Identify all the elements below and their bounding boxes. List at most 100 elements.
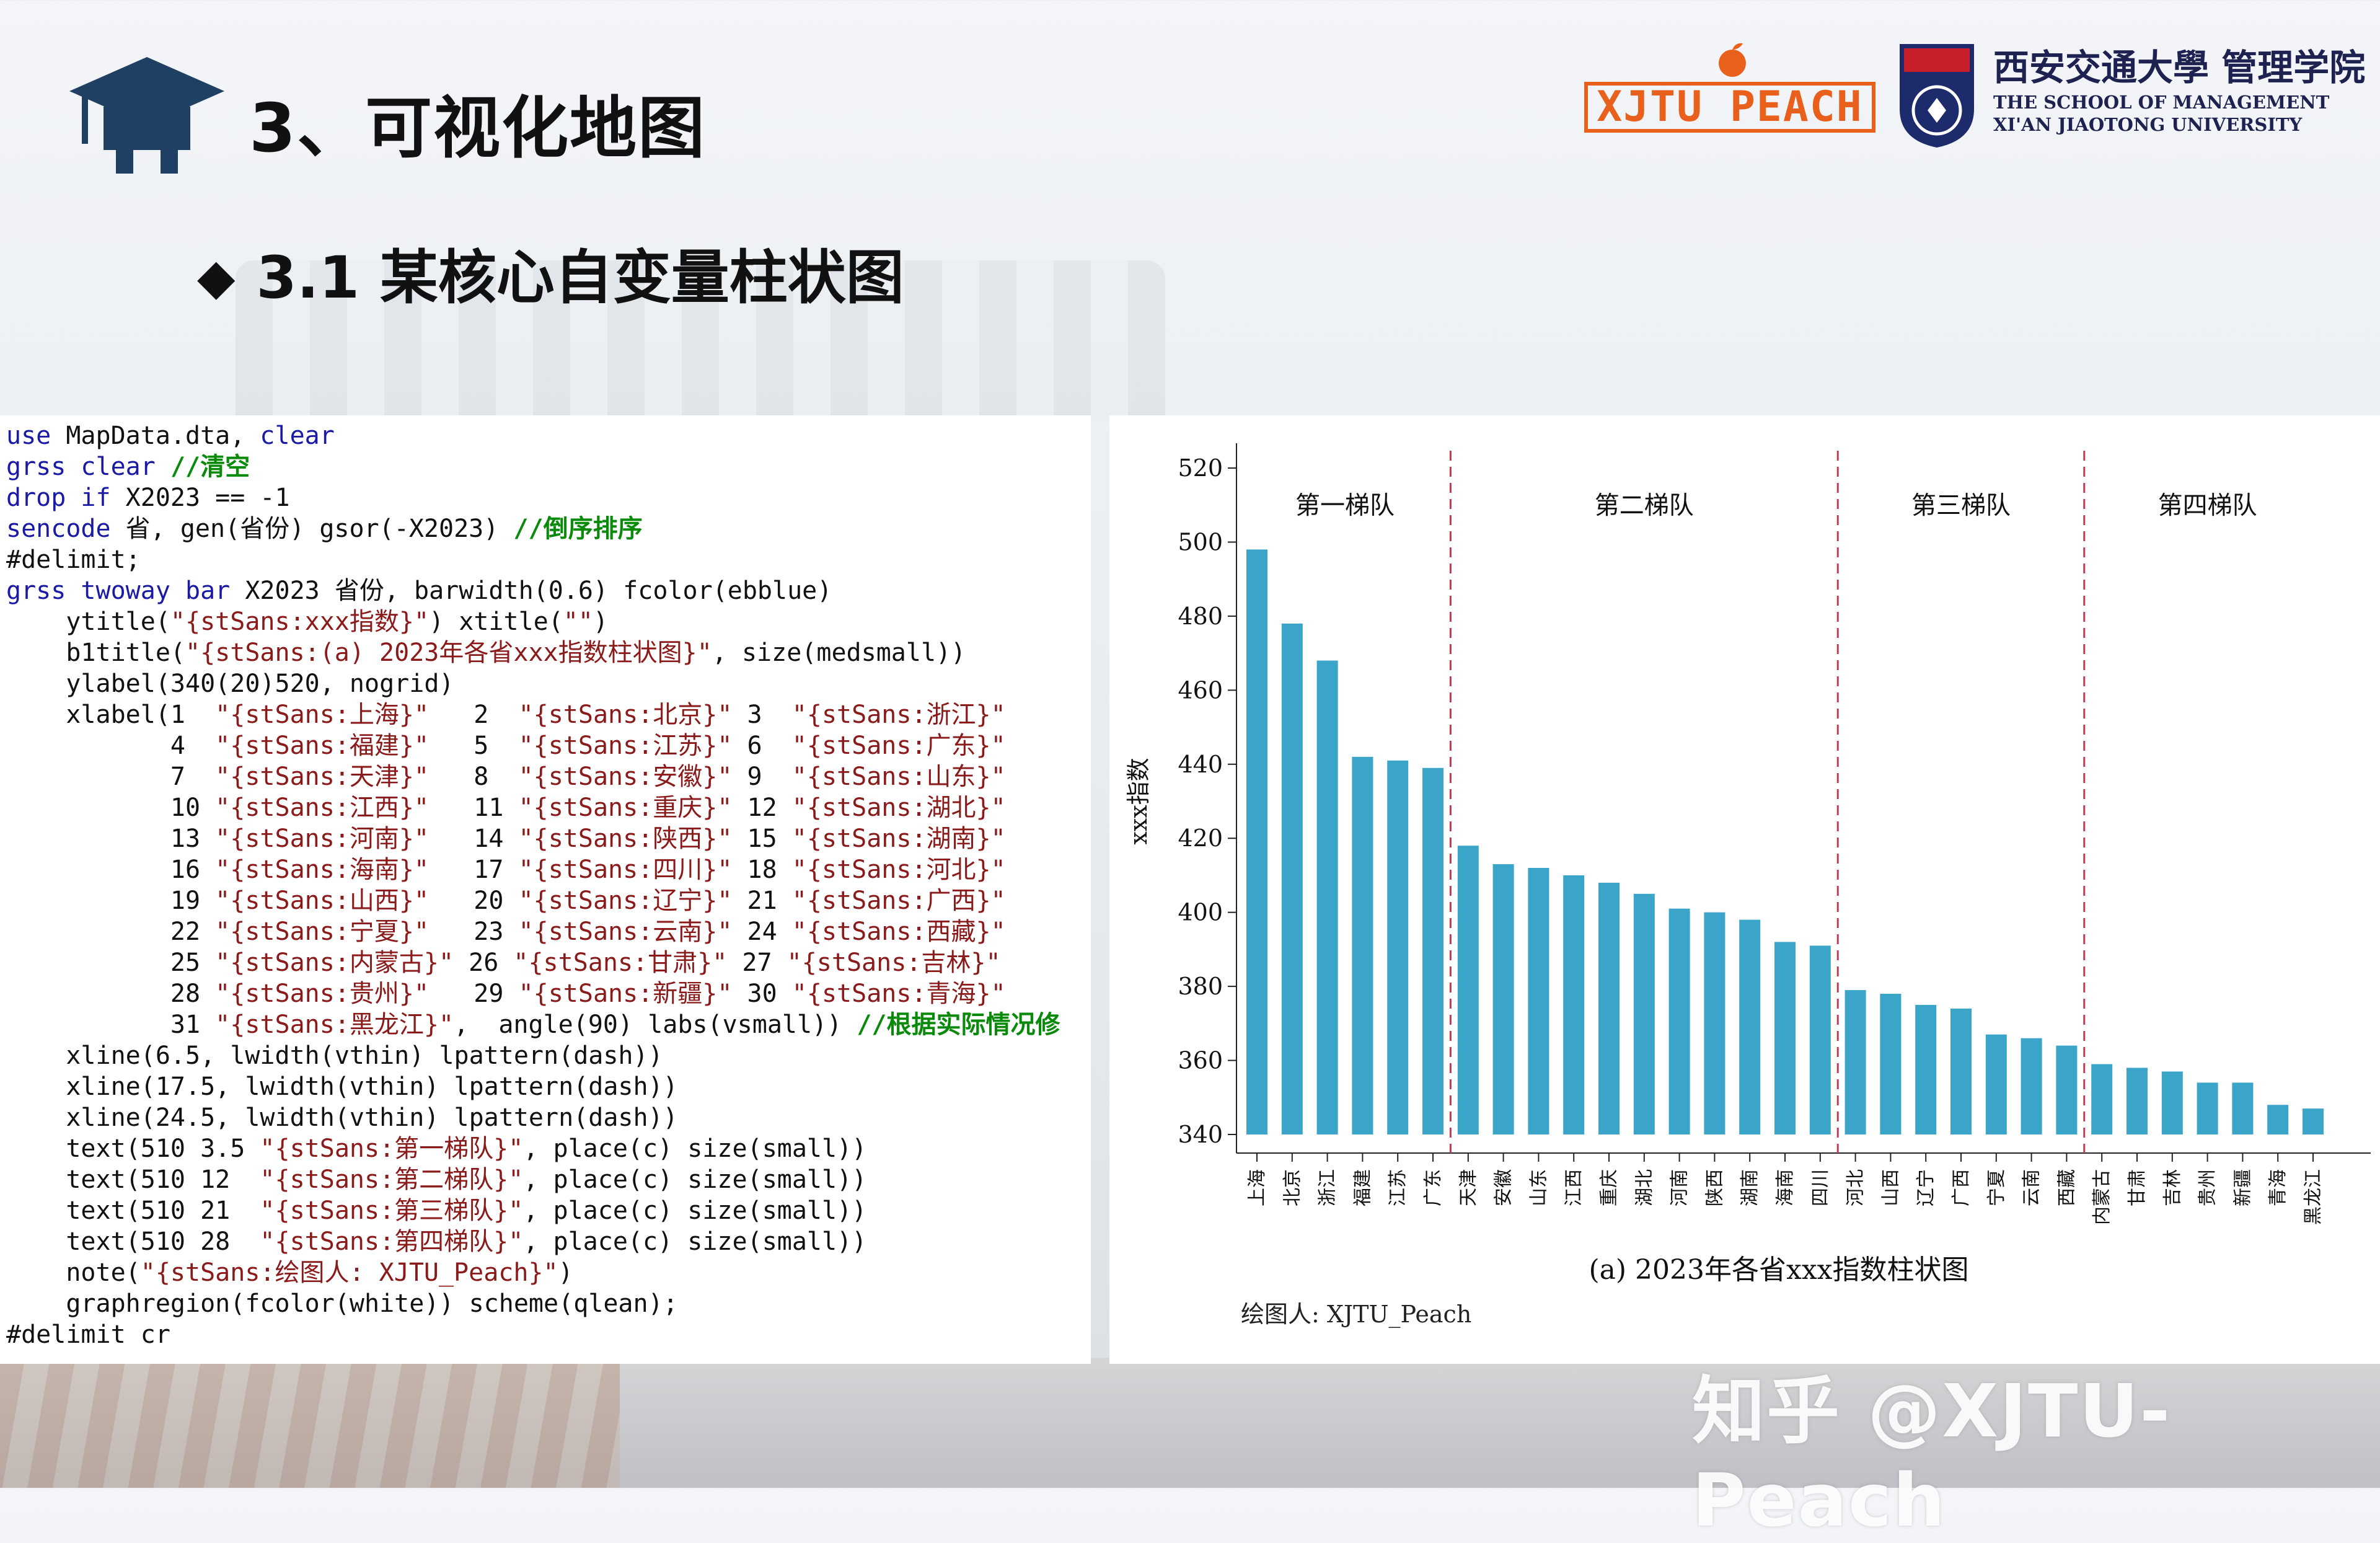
section-subtitle: ◆ 3.1 某核心自变量柱状图	[197, 231, 904, 315]
code-line: grss clear //清空	[6, 453, 250, 481]
bar	[1352, 756, 1373, 1134]
code-line: grss twoway bar X2023 省份, barwidth(0.6) …	[6, 577, 832, 605]
code-line: 4 "{stSans:福建}" 5 "{stSans:江苏}" 6 "{stSa…	[6, 732, 1006, 760]
bar	[1668, 908, 1690, 1134]
x-tick-label: 安徽	[1493, 1169, 1515, 1206]
code-line: #delimit cr	[6, 1320, 170, 1349]
bar	[1844, 990, 1866, 1134]
code-line: xline(6.5, lwidth(vthin) lpattern(dash))	[66, 1041, 663, 1070]
graduation-cap-icon	[69, 57, 224, 174]
bar	[1563, 875, 1585, 1134]
code-line: xline(24.5, lwidth(vthin) lpattern(dash)…	[66, 1103, 678, 1132]
code-line: xlabel(1 "{stSans:上海}" 2 "{stSans:北京}" 3…	[66, 701, 1006, 729]
bar	[1387, 760, 1409, 1134]
code-line: text(510 12 "{stSans:第二梯队}", place(c) si…	[66, 1165, 867, 1194]
y-tick-label: 520	[1178, 454, 1223, 482]
code-line: note("{stSans:绘图人: XJTU_Peach}")	[66, 1258, 573, 1287]
tier-label: 第三梯队	[1911, 492, 2011, 520]
code-line: ylabel(340(20)520, nogrid)	[66, 670, 454, 698]
x-tick-label: 新疆	[2232, 1169, 2254, 1206]
code-line: b1title("{stSans:(a) 2023年各省xxx指数柱状图}", …	[6, 639, 966, 667]
x-tick-label: 海南	[1774, 1169, 1796, 1206]
code-line: use MapData.dta, clear	[6, 422, 335, 450]
x-tick-label: 河南	[1669, 1169, 1691, 1206]
x-tick-label: 天津	[1458, 1169, 1479, 1206]
x-tick-label: 黑龙江	[2303, 1169, 2324, 1225]
x-tick-label: 宁夏	[1986, 1169, 2008, 1206]
code-line: graphregion(fcolor(white)) scheme(qlean)…	[66, 1289, 678, 1318]
x-tick-label: 四川	[1810, 1169, 1831, 1206]
chart-note: 绘图人: XJTU_Peach	[1241, 1301, 1471, 1329]
xjtu-emblem-icon	[1900, 44, 1974, 148]
watermark: 知乎 @XJTU-Peach	[1692, 1368, 2172, 1543]
section-subtitle-text: 3.1 某核心自变量柱状图	[256, 244, 904, 312]
code-line: #delimit;	[6, 546, 141, 574]
x-tick-label: 上海	[1246, 1169, 1268, 1206]
x-tick-label: 贵州	[2197, 1169, 2219, 1206]
y-tick-label: 400	[1178, 899, 1223, 926]
code-line: ytitle("{stSans:xxx指数}") xtitle("")	[66, 608, 609, 636]
x-tick-label: 吉林	[2162, 1169, 2184, 1206]
code-line: sencode 省, gen(省份) gsor(-X2023) //倒序排序	[6, 515, 643, 543]
bar	[1915, 1004, 1937, 1134]
school-name-en-line1: THE SCHOOL OF MANAGEMENT	[1993, 92, 2330, 113]
bar	[1809, 945, 1831, 1134]
y-axis-label: xxx指数	[1125, 758, 1152, 844]
bar	[1985, 1034, 2007, 1134]
y-tick-label: 380	[1178, 973, 1223, 1000]
code-line: 25 "{stSans:内蒙古}" 26 "{stSans:甘肃}" 27 "{…	[6, 948, 1001, 977]
code-line: xline(17.5, lwidth(vthin) lpattern(dash)…	[66, 1072, 678, 1101]
x-tick-label: 陕西	[1704, 1169, 1726, 1206]
code-line: 10 "{stSans:江西}" 11 "{stSans:重庆}" 12 "{s…	[6, 794, 1006, 822]
x-tick-label: 湖南	[1739, 1169, 1761, 1206]
bar	[1281, 623, 1303, 1134]
chart-panel: 340 360 380 400 420 440 460 480 500 520 xxx指数 上海 北京浙…	[1109, 415, 2380, 1364]
x-tick-label: 河北	[1845, 1169, 1867, 1206]
chart-caption: (a) 2023年各省xxx指数柱状图	[1589, 1254, 1969, 1286]
bar	[1528, 868, 1549, 1134]
x-tick-label: 辽宁	[1915, 1169, 1937, 1206]
bar	[2161, 1071, 2183, 1134]
x-tick-label: 甘肃	[2127, 1169, 2148, 1206]
y-tick-label: 500	[1178, 528, 1223, 555]
code-line: 19 "{stSans:山西}" 20 "{stSans:辽宁}" 21 "{s…	[6, 886, 1006, 915]
background-roof	[0, 1358, 620, 1488]
code-line: 22 "{stSans:宁夏}" 23 "{stSans:云南}" 24 "{s…	[6, 917, 1006, 946]
bar	[1774, 942, 1796, 1134]
peach-icon	[1719, 43, 1746, 77]
y-tick-label: 460	[1178, 676, 1223, 704]
bar	[2127, 1068, 2148, 1134]
code-line: text(510 21 "{stSans:第三梯队}", place(c) si…	[66, 1196, 867, 1225]
bar	[1598, 882, 1620, 1134]
x-tick-label: 青海	[2267, 1169, 2289, 1206]
bar	[2056, 1045, 2078, 1134]
code-line: text(510 3.5 "{stSans:第一梯队}", place(c) s…	[66, 1134, 867, 1163]
x-tick-label: 江苏	[1387, 1169, 1409, 1206]
y-tick-label: 360	[1178, 1047, 1223, 1074]
bar	[1457, 846, 1479, 1134]
x-tick-label: 重庆	[1598, 1169, 1620, 1206]
bar	[1633, 893, 1655, 1134]
background-building	[236, 260, 1165, 422]
x-tick-label: 广东	[1422, 1169, 1444, 1206]
bar-chart: 340 360 380 400 420 440 460 480 500 520 xxx指数上海 北京浙…	[1125, 443, 2371, 1329]
y-tick-label: 420	[1178, 825, 1223, 852]
code-line: 31 "{stSans:黑龙江}", angle(90) labs(vsmall…	[6, 1010, 1060, 1039]
x-tick-label: 浙江	[1317, 1169, 1339, 1206]
bar	[1422, 767, 1443, 1134]
school-name-en-line2: XI'AN JIAOTONG UNIVERSITY	[1993, 114, 2303, 135]
bar	[1246, 549, 1267, 1134]
x-tick-label: 湖北	[1634, 1169, 1655, 1206]
tier-label: 第四梯队	[2158, 492, 2257, 520]
bar	[1880, 994, 1902, 1134]
bar	[1316, 660, 1338, 1134]
tier-label: 第一梯队	[1295, 492, 1395, 520]
bar	[2021, 1038, 2042, 1134]
bar	[2267, 1105, 2289, 1134]
code-line: 28 "{stSans:贵州}" 29 "{stSans:新疆}" 30 "{s…	[6, 979, 1006, 1008]
x-tick-label: 山东	[1528, 1169, 1549, 1206]
bar	[2232, 1082, 2254, 1134]
bar	[2303, 1108, 2324, 1134]
x-tick-label: 内蒙古	[2091, 1169, 2113, 1225]
y-tick-label: 480	[1178, 603, 1223, 630]
